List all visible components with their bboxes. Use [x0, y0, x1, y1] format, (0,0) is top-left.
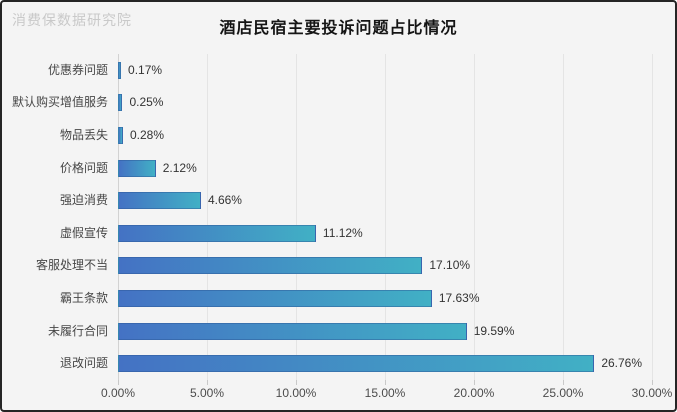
bar-value-label: 0.28% [129, 128, 164, 142]
x-tick-label: 30.00% [631, 386, 673, 400]
bar-value-label: 4.66% [207, 193, 242, 208]
x-axis-tick [474, 380, 475, 385]
x-axis-tick [385, 380, 386, 385]
category-label: 默认购买增值服务 [11, 95, 108, 110]
plot-area: 0.17% 0.25% 0.28% 2.12% 4.66% 11.12% 17.10% 17.… [118, 54, 653, 385]
bar [118, 192, 201, 210]
x-axis-tick [118, 380, 119, 385]
y-axis-line [118, 54, 119, 380]
bar [118, 322, 467, 340]
category-label: 霸王条款 [59, 291, 108, 305]
category-label: 优惠券问题 [47, 62, 108, 77]
bar-value-label: 2.12% [162, 160, 197, 175]
bar [118, 94, 123, 112]
gridline [296, 54, 297, 380]
bar-value-label: 0.17% [128, 62, 163, 77]
bar [118, 224, 316, 242]
x-tick-label: 15.00% [364, 386, 406, 400]
x-tick-label: 10.00% [275, 386, 317, 400]
x-axis-tick [563, 380, 564, 385]
category-label: 未履行合同 [47, 323, 108, 338]
gridline [652, 54, 653, 380]
bar [118, 159, 156, 177]
bar-value-label: 17.63% [438, 291, 480, 305]
x-axis-tick [207, 380, 208, 385]
bar [118, 257, 423, 275]
gridline [385, 54, 386, 380]
x-tick-label: 0.00% [100, 386, 136, 400]
x-axis-tick [652, 380, 653, 385]
gridline [474, 54, 475, 380]
bar-value-label: 19.59% [473, 323, 515, 338]
category-label: 价格问题 [59, 160, 108, 175]
category-label: 虚假宣传 [59, 225, 108, 240]
x-tick-label: 20.00% [453, 386, 495, 400]
bar-value-label: 17.10% [429, 258, 471, 273]
category-label: 退改问题 [59, 356, 108, 371]
bar-value-label: 11.12% [322, 225, 363, 240]
bar-value-label: 0.25% [129, 95, 164, 110]
bar [118, 290, 432, 307]
bar [118, 61, 122, 79]
watermark: 消费保数据研究院 [12, 12, 132, 28]
bar [118, 127, 123, 144]
bar [118, 355, 595, 373]
gridline [207, 54, 208, 380]
category-label: 物品丢失 [59, 128, 108, 142]
bar-value-label: 26.76% [601, 356, 643, 371]
gridline [563, 54, 564, 380]
category-label: 客服处理不当 [35, 258, 108, 273]
x-axis-tick [296, 380, 297, 385]
category-label: 强迫消费 [59, 193, 108, 208]
chart-title: 酒店民宿主要投诉问题占比情况 [219, 20, 458, 37]
x-tick-label: 5.00% [189, 386, 225, 400]
x-tick-label: 25.00% [542, 386, 584, 400]
